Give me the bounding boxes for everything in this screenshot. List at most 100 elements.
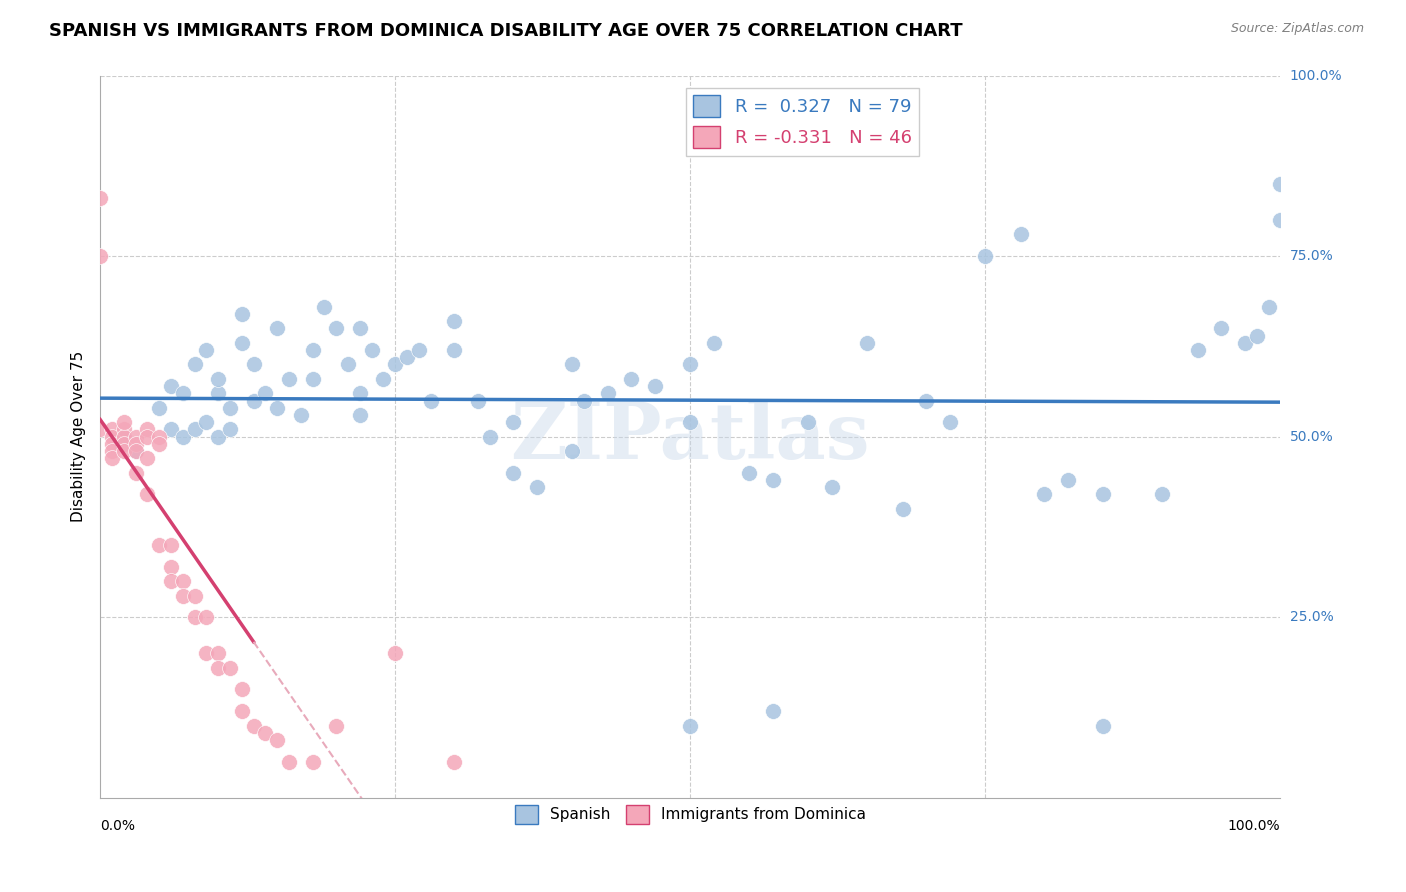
- Point: [254, 386, 277, 401]
- Point: [443, 343, 465, 357]
- Point: [891, 501, 914, 516]
- Point: [561, 358, 583, 372]
- Point: [160, 559, 183, 574]
- Text: 100.0%: 100.0%: [1289, 69, 1343, 83]
- Point: [172, 574, 194, 588]
- Point: [502, 466, 524, 480]
- Point: [183, 589, 205, 603]
- Point: [242, 393, 264, 408]
- Point: [101, 437, 124, 451]
- Point: [124, 437, 146, 451]
- Point: [112, 444, 135, 458]
- Point: [231, 307, 253, 321]
- Point: [939, 415, 962, 429]
- Point: [1270, 213, 1292, 227]
- Point: [112, 415, 135, 429]
- Point: [136, 487, 159, 501]
- Point: [195, 610, 218, 624]
- Text: SPANISH VS IMMIGRANTS FROM DOMINICA DISABILITY AGE OVER 75 CORRELATION CHART: SPANISH VS IMMIGRANTS FROM DOMINICA DISA…: [49, 22, 963, 40]
- Point: [254, 726, 277, 740]
- Text: 0.0%: 0.0%: [100, 820, 135, 833]
- Point: [195, 415, 218, 429]
- Point: [148, 538, 170, 552]
- Point: [89, 191, 111, 205]
- Point: [443, 755, 465, 769]
- Point: [360, 343, 382, 357]
- Point: [349, 408, 371, 422]
- Point: [148, 437, 170, 451]
- Point: [738, 466, 761, 480]
- Point: [112, 430, 135, 444]
- Y-axis label: Disability Age Over 75: Disability Age Over 75: [72, 351, 86, 523]
- Point: [148, 401, 170, 415]
- Text: 75.0%: 75.0%: [1289, 249, 1334, 263]
- Point: [395, 350, 418, 364]
- Point: [101, 444, 124, 458]
- Point: [172, 430, 194, 444]
- Text: 25.0%: 25.0%: [1289, 610, 1334, 624]
- Point: [679, 415, 702, 429]
- Point: [89, 422, 111, 436]
- Point: [101, 451, 124, 466]
- Point: [467, 393, 489, 408]
- Point: [762, 473, 785, 487]
- Point: [1211, 321, 1233, 335]
- Point: [160, 538, 183, 552]
- Point: [160, 574, 183, 588]
- Point: [349, 386, 371, 401]
- Point: [1033, 487, 1056, 501]
- Point: [644, 379, 666, 393]
- Point: [679, 718, 702, 732]
- Text: Source: ZipAtlas.com: Source: ZipAtlas.com: [1230, 22, 1364, 36]
- Text: 50.0%: 50.0%: [1289, 430, 1334, 443]
- Point: [266, 321, 288, 335]
- Point: [1234, 335, 1257, 350]
- Point: [124, 444, 146, 458]
- Point: [160, 379, 183, 393]
- Text: 100.0%: 100.0%: [1227, 820, 1281, 833]
- Point: [443, 314, 465, 328]
- Point: [337, 358, 360, 372]
- Point: [136, 430, 159, 444]
- Point: [596, 386, 619, 401]
- Point: [101, 422, 124, 436]
- Point: [124, 444, 146, 458]
- Point: [419, 393, 441, 408]
- Point: [136, 422, 159, 436]
- Point: [195, 343, 218, 357]
- Point: [207, 430, 229, 444]
- Point: [301, 372, 323, 386]
- Point: [112, 422, 135, 436]
- Point: [219, 422, 242, 436]
- Point: [821, 480, 844, 494]
- Point: [242, 718, 264, 732]
- Point: [762, 704, 785, 718]
- Point: [219, 401, 242, 415]
- Point: [231, 682, 253, 697]
- Point: [266, 401, 288, 415]
- Point: [1187, 343, 1209, 357]
- Point: [384, 358, 406, 372]
- Point: [195, 646, 218, 660]
- Point: [301, 755, 323, 769]
- Point: [1057, 473, 1080, 487]
- Point: [974, 249, 997, 263]
- Point: [172, 589, 194, 603]
- Point: [915, 393, 938, 408]
- Point: [620, 372, 643, 386]
- Point: [1270, 177, 1292, 191]
- Point: [526, 480, 548, 494]
- Point: [231, 704, 253, 718]
- Point: [112, 430, 135, 444]
- Point: [207, 372, 229, 386]
- Point: [183, 610, 205, 624]
- Point: [136, 451, 159, 466]
- Point: [384, 646, 406, 660]
- Point: [1246, 328, 1268, 343]
- Point: [1257, 300, 1279, 314]
- Point: [349, 321, 371, 335]
- Point: [314, 300, 336, 314]
- Point: [1010, 227, 1032, 242]
- Point: [856, 335, 879, 350]
- Point: [112, 437, 135, 451]
